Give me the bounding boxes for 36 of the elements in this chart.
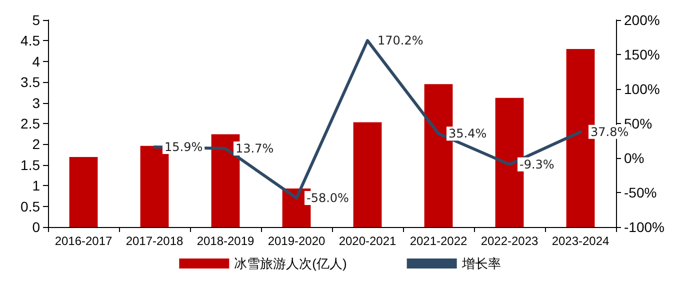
y2-tick-label: -100%: [624, 219, 664, 235]
x-tick-label: 2020-2021: [338, 234, 397, 248]
y2-tick-label: 150%: [624, 46, 660, 62]
y-tick-label: 2.5: [20, 116, 40, 132]
y2-tick-label: 200%: [624, 12, 660, 28]
y-tick-label: 2: [32, 136, 40, 152]
data-label: -9.3%: [520, 157, 554, 172]
y-tick-label: 0: [32, 219, 40, 235]
data-label: 170.2%: [378, 34, 424, 48]
y2-tick-label: 0%: [624, 150, 644, 166]
y2-tick-label: -50%: [624, 184, 657, 200]
data-label: -58.0%: [306, 191, 349, 206]
y-tick-label: 1: [32, 178, 40, 194]
x-tick-label: 2021-2022: [410, 234, 468, 248]
x-tick-label: 2017-2018: [126, 234, 184, 248]
x-tick-label: 2018-2019: [196, 234, 255, 248]
bar: [69, 157, 98, 227]
y-tick-label: 0.5: [20, 198, 40, 214]
y-tick-label: 4.5: [20, 32, 40, 49]
data-label: 35.4%: [448, 126, 487, 141]
x-tick-label: 2019-2020: [268, 234, 326, 248]
legend-label: 冰雪旅游人次(亿人): [234, 256, 347, 271]
y-tick-label: 3: [32, 94, 40, 111]
x-tick-label: 2023-2024: [552, 234, 610, 248]
y-tick-label: 3.5: [20, 74, 40, 90]
y2-tick-label: 100%: [624, 81, 660, 97]
legend-label: 增长率: [460, 256, 501, 271]
y-tick-label: 5: [32, 12, 40, 28]
bar: [353, 122, 382, 227]
x-tick-label: 2016-2017: [54, 234, 113, 248]
data-label: 13.7%: [236, 142, 274, 156]
y-tick-label: 1.5: [20, 156, 40, 173]
data-label: 37.8%: [590, 124, 629, 139]
data-label: 15.9%: [164, 140, 203, 154]
x-tick-label: 2022-2023: [480, 234, 539, 248]
y-tick-label: 4: [32, 53, 40, 70]
